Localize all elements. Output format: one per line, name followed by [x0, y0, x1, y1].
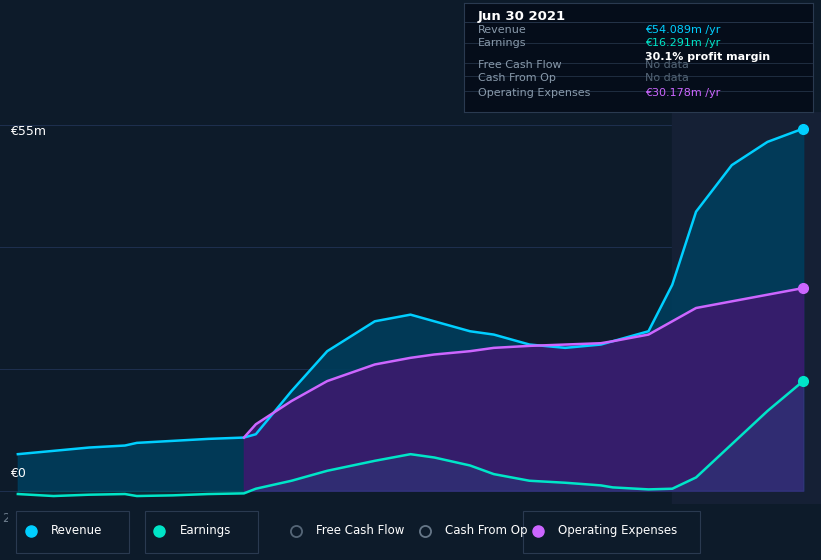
Text: Operating Expenses: Operating Expenses: [557, 525, 677, 538]
Bar: [672, 112, 821, 504]
Bar: [145, 511, 258, 553]
Text: Revenue: Revenue: [478, 25, 526, 35]
Text: €30.178m /yr: €30.178m /yr: [645, 88, 721, 98]
Text: Operating Expenses: Operating Expenses: [478, 88, 590, 98]
Text: €55m: €55m: [10, 124, 46, 138]
Text: Free Cash Flow: Free Cash Flow: [478, 59, 562, 69]
Text: Earnings: Earnings: [180, 525, 231, 538]
Bar: [16, 511, 129, 553]
Text: Jun 30 2021: Jun 30 2021: [478, 11, 566, 24]
Text: No data: No data: [645, 59, 689, 69]
Text: Cash From Op: Cash From Op: [478, 73, 556, 83]
Text: Cash From Op: Cash From Op: [445, 525, 528, 538]
Text: No data: No data: [645, 73, 689, 83]
Bar: [523, 511, 700, 553]
Text: Free Cash Flow: Free Cash Flow: [316, 525, 405, 538]
Text: €0: €0: [10, 466, 25, 480]
Text: €16.291m /yr: €16.291m /yr: [645, 38, 721, 48]
Text: €54.089m /yr: €54.089m /yr: [645, 25, 721, 35]
Text: Revenue: Revenue: [51, 525, 103, 538]
Text: 30.1% profit margin: 30.1% profit margin: [645, 52, 770, 62]
Text: Earnings: Earnings: [478, 38, 526, 48]
